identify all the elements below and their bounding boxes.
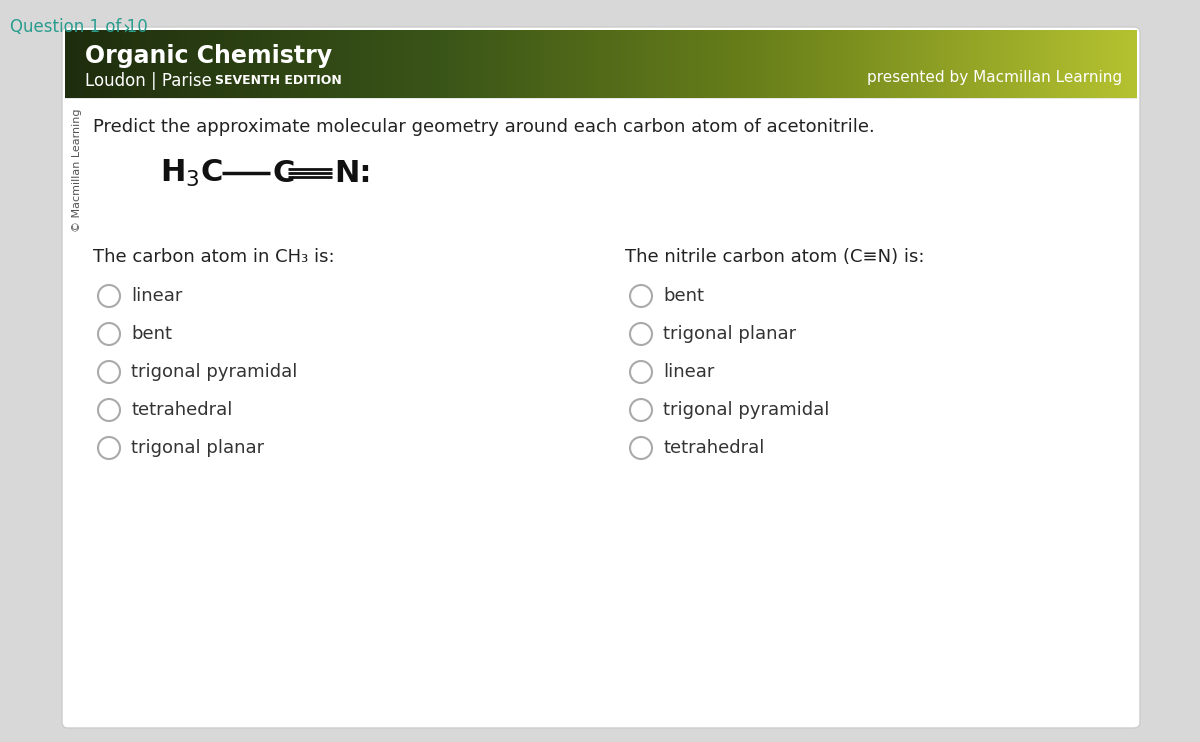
Text: trigonal planar: trigonal planar <box>131 439 264 457</box>
FancyBboxPatch shape <box>62 27 1140 728</box>
Text: tetrahedral: tetrahedral <box>131 401 233 419</box>
Text: Organic Chemistry: Organic Chemistry <box>85 44 332 68</box>
Text: linear: linear <box>662 363 714 381</box>
Text: Question 1 of 10: Question 1 of 10 <box>10 18 148 36</box>
Text: N:: N: <box>334 159 372 188</box>
Text: The nitrile carbon atom (C≡N) is:: The nitrile carbon atom (C≡N) is: <box>625 248 924 266</box>
Text: tetrahedral: tetrahedral <box>662 439 764 457</box>
Text: presented by Macmillan Learning: presented by Macmillan Learning <box>866 70 1122 85</box>
Text: bent: bent <box>662 287 704 305</box>
Text: linear: linear <box>131 287 182 305</box>
Text: The carbon atom in CH₃ is:: The carbon atom in CH₃ is: <box>94 248 335 266</box>
Text: C: C <box>272 159 294 188</box>
Text: bent: bent <box>131 325 172 343</box>
Text: trigonal pyramidal: trigonal pyramidal <box>662 401 829 419</box>
Text: Predict the approximate molecular geometry around each carbon atom of acetonitri: Predict the approximate molecular geomet… <box>94 118 875 136</box>
Text: © Macmillan Learning: © Macmillan Learning <box>72 108 82 232</box>
Text: SEVENTH EDITION: SEVENTH EDITION <box>215 74 342 87</box>
Text: H$_3$C: H$_3$C <box>160 157 223 188</box>
Text: Loudon | Parise: Loudon | Parise <box>85 72 212 90</box>
Text: trigonal pyramidal: trigonal pyramidal <box>131 363 298 381</box>
Text: ›: › <box>122 18 130 37</box>
Text: trigonal planar: trigonal planar <box>662 325 796 343</box>
